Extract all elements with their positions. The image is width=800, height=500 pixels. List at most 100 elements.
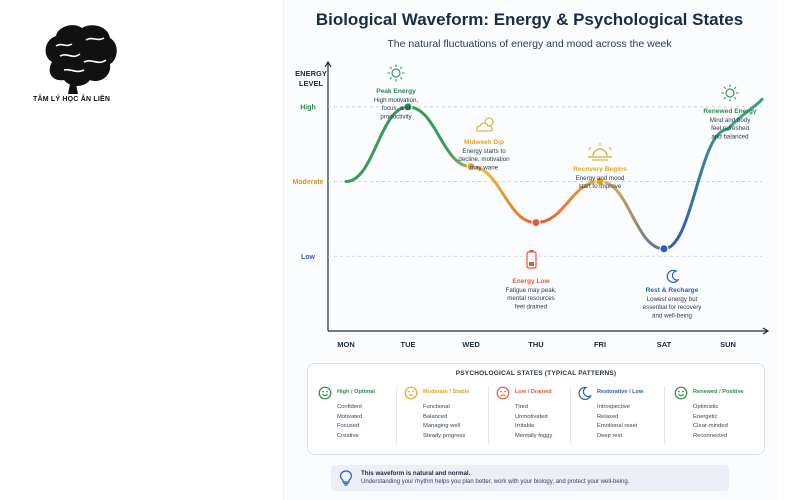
sun-icon-ray: [723, 86, 727, 90]
states-title: PSYCHOLOGICAL STATES (TYPICAL PATTERNS): [455, 370, 617, 377]
battery-low-icon-level: [529, 262, 534, 266]
x-tick-label: WED: [462, 340, 480, 349]
data-point-sat: [659, 244, 669, 254]
annotation-text: and balanced: [711, 133, 749, 140]
state-trait: Creative: [337, 432, 359, 439]
neutral-face-icon: [404, 386, 418, 400]
annotation-text: feel drained: [515, 303, 548, 310]
state-trait: Irritable: [515, 423, 535, 430]
brand-name: TÂM LÝ HỌC ĂN LIỀN: [33, 96, 111, 103]
state-trait: Relaxed: [597, 413, 619, 420]
annotation-text: Energy and mood: [576, 175, 625, 182]
column-divider: [396, 386, 397, 444]
annotation-text: productivity: [380, 113, 412, 120]
data-point-fri: [595, 177, 605, 187]
sunrise-icon: [592, 148, 608, 157]
x-tick-label: SUN: [720, 340, 736, 349]
x-tick-label: SAT: [657, 340, 672, 349]
sunrise-icon-ray: [588, 146, 592, 151]
state-trait: Motivated: [337, 413, 363, 420]
state-trait: Reconnected: [693, 432, 728, 439]
sun-icon-ray: [399, 76, 403, 80]
x-tick-label: THU: [528, 340, 543, 349]
annotation-text: High motivation,: [374, 97, 419, 104]
state-trait: Unmotivated: [515, 413, 548, 420]
chart-subtitle: The natural fluctuations of energy and m…: [387, 38, 672, 50]
annotation-title: Energy Low: [512, 278, 550, 285]
data-point-thu: [531, 218, 541, 228]
sun-icon-ray: [399, 66, 403, 70]
annotation-text: Fatigue may peak,: [506, 287, 557, 294]
state-trait: Balanced: [423, 413, 448, 420]
moon-icon: [666, 269, 680, 283]
sun-icon-ray: [733, 96, 737, 100]
state-trait: Managing well: [423, 423, 461, 430]
state-trait: Tired: [515, 404, 528, 410]
annotation-title: Recovery Begins: [573, 166, 627, 173]
cloud-sun-icon-cloud: [476, 122, 493, 132]
annotation-title: Renewed Energy: [703, 108, 756, 115]
note-box: This waveform is natural and normal. Und…: [331, 465, 729, 491]
lightbulb-icon: [339, 470, 353, 486]
x-tick-label: FRI: [594, 340, 606, 349]
annotation-title: Rest & Recharge: [646, 287, 699, 294]
x-tick-label: MON: [337, 340, 355, 349]
moon-icon: [578, 386, 592, 400]
state-trait: Focused: [337, 423, 360, 430]
annotation-text: and well-being: [652, 312, 692, 319]
y-axis-label: ENERGY: [295, 69, 327, 78]
state-label: Renewed / Positive: [693, 389, 744, 395]
data-point-wed: [466, 162, 476, 172]
state-column: Renewed / Positive Optimistic Energetic Cle…: [674, 386, 758, 448]
psychological-states-panel: PSYCHOLOGICAL STATES (TYPICAL PATTERNS) …: [307, 363, 765, 455]
annotation-text: may wane: [470, 164, 499, 171]
smile-icon: [318, 386, 332, 400]
state-label: Moderate / Stable: [423, 389, 470, 395]
column-divider: [488, 386, 489, 444]
sun-icon-ray: [389, 66, 393, 70]
energy-curve: [344, 97, 764, 251]
annotation-text: feel refreshed: [711, 125, 749, 132]
note-text: Understanding your rhythm helps you plan…: [361, 479, 630, 485]
state-traits: Optimistic Energetic Clear-minded Reconnect…: [693, 403, 728, 441]
x-axis-arrow: [762, 327, 770, 335]
state-column: Moderate / Stable Functional Balanced Manag…: [404, 386, 488, 448]
annotation-text: start to improve: [579, 183, 622, 190]
y-tick-label: High: [300, 104, 316, 111]
state-trait: Mentally foggy: [515, 432, 553, 439]
annotation-text: essential for recovery: [643, 304, 703, 311]
state-trait: Functional: [423, 404, 450, 410]
state-label: Low / Drained: [515, 389, 552, 395]
y-tick-label: Low: [301, 254, 316, 261]
sun-icon-ray: [389, 76, 393, 80]
y-tick-label: Moderate: [292, 179, 323, 186]
state-trait: Confident: [337, 404, 362, 410]
state-label: High / Optimal: [337, 389, 375, 395]
happy-face-icon: [674, 386, 688, 400]
state-traits: Confident Motivated Focused Creative: [337, 403, 362, 441]
annotation-title: Midweek Dip: [464, 139, 504, 146]
x-tick-label: TUE: [401, 340, 416, 349]
sun-icon: [725, 88, 735, 98]
brain-logo: [40, 22, 120, 99]
sun-icon: [391, 68, 401, 78]
state-column: Restorative / Low Introspective Relaxed Emo…: [578, 386, 662, 448]
state-trait: Energetic: [693, 413, 718, 420]
state-trait: Clear-minded: [693, 423, 728, 430]
sun-icon-ray: [733, 86, 737, 90]
sad-face-icon: [496, 386, 510, 400]
state-label: Restorative / Low: [597, 389, 644, 395]
y-axis-arrow: [324, 60, 332, 68]
sun-icon-ray: [723, 96, 727, 100]
annotation-text: Energy starts to: [462, 148, 506, 155]
column-divider: [570, 386, 571, 444]
annotation-text: Mind and body: [710, 117, 751, 124]
annotation-text: mental resources: [507, 295, 554, 302]
annotation-text: decline, motivation: [458, 156, 510, 163]
state-traits: Functional Balanced Managing well Steady pr…: [423, 403, 465, 441]
y-axis-label: LEVEL: [299, 79, 324, 88]
state-trait: Emotional reset: [597, 423, 638, 430]
sunrise-icon-ray: [608, 146, 612, 151]
